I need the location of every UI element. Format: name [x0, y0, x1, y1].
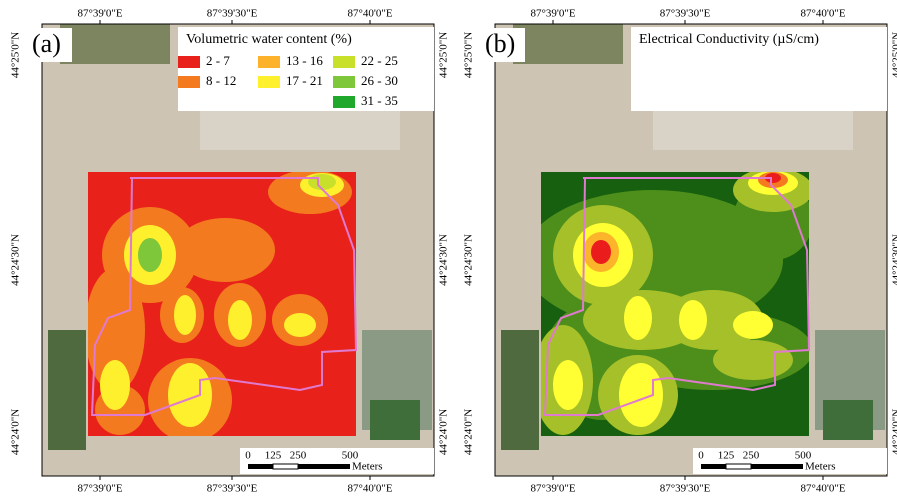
- field-zone: [175, 218, 275, 282]
- right-tick-label: 44°24'30"N: [438, 234, 450, 286]
- field-zone: [284, 313, 316, 337]
- imagery-patch: [513, 24, 623, 64]
- top-tick-label: 87°39'30"E: [660, 8, 711, 20]
- scale-seg: [701, 464, 726, 469]
- left-tick-label: 44°24'30"N: [463, 234, 475, 286]
- bottom-tick-label: 87°39'30"E: [660, 483, 711, 495]
- bottom-tick-label: 87°39'0"E: [77, 483, 122, 495]
- legend-title: Volumetric water content (%): [186, 32, 352, 47]
- legend-label: 17 - 21: [286, 73, 323, 88]
- field-zone: [100, 360, 130, 410]
- scale-label: 250: [743, 450, 760, 462]
- field-zone: [713, 340, 793, 380]
- field-zone: [553, 360, 583, 410]
- scale-seg: [751, 464, 803, 469]
- legend-label: 2 - 7: [206, 53, 230, 68]
- field-zone: [168, 363, 212, 427]
- left-tick-label: 44°24'0"N: [463, 409, 475, 455]
- bottom-tick-label: 87°39'30"E: [207, 483, 258, 495]
- legend-swatch: [258, 56, 280, 68]
- scale-seg: [726, 464, 751, 469]
- bottom-tick-label: 87°40'0"E: [347, 483, 392, 495]
- legend-swatch: [258, 76, 280, 88]
- top-tick-label: 87°39'30"E: [207, 8, 258, 20]
- interpolation: [523, 168, 813, 436]
- legend-title: Electrical Conductivity (µS/cm): [639, 32, 819, 47]
- panel-label: (b): [485, 29, 515, 58]
- legend-swatch: [333, 96, 355, 108]
- left-tick-label: 44°25'0"N: [463, 32, 475, 78]
- legend-swatch: [333, 76, 355, 88]
- top-tick-label: 87°40'0"E: [347, 8, 392, 20]
- top-tick-label: 87°40'0"E: [800, 8, 845, 20]
- bottom-tick-label: 87°39'0"E: [530, 483, 575, 495]
- legend-swatch: [178, 76, 200, 88]
- imagery-patch: [501, 330, 539, 450]
- right-tick-label: 44°24'0"N: [891, 409, 897, 455]
- top-tick-label: 87°39'0"E: [77, 8, 122, 20]
- legend-swatch: [178, 56, 200, 68]
- scale-label: 125: [718, 450, 735, 462]
- top-tick-label: 87°39'0"E: [530, 8, 575, 20]
- scale-unit: Meters: [805, 461, 836, 473]
- field-zone: [591, 240, 611, 264]
- imagery-patch: [823, 400, 873, 440]
- legend-label: 22 - 25: [361, 53, 398, 68]
- legend-label: 8 - 12: [206, 73, 236, 88]
- imagery-patch: [48, 330, 86, 450]
- field-zone: [174, 295, 196, 335]
- scale-label: 250: [290, 450, 307, 462]
- scale-seg: [273, 464, 298, 469]
- legend-label: 31 - 35: [361, 93, 398, 108]
- left-tick-label: 44°24'30"N: [10, 234, 22, 286]
- scale-unit: Meters: [352, 461, 383, 473]
- right-tick-label: 44°25'0"N: [891, 32, 897, 78]
- left-tick-label: 44°24'0"N: [10, 409, 22, 455]
- scale-seg: [298, 464, 350, 469]
- legend-swatch: [333, 56, 355, 68]
- right-tick-label: 44°25'0"N: [438, 32, 450, 78]
- left-tick-label: 44°25'0"N: [10, 32, 22, 78]
- scale-seg: [248, 464, 273, 469]
- field-zone: [228, 300, 252, 340]
- field-zone: [138, 238, 162, 272]
- imagery-patch: [370, 400, 420, 440]
- scale-label: 125: [265, 450, 282, 462]
- scale-label: 0: [698, 450, 704, 462]
- right-tick-label: 44°24'0"N: [438, 409, 450, 455]
- figure: (a)N87°39'0"E87°39'0"E87°39'30"E87°39'30…: [0, 0, 897, 498]
- right-tick-label: 44°24'30"N: [891, 234, 897, 286]
- bottom-tick-label: 87°40'0"E: [800, 483, 845, 495]
- field-zone: [619, 363, 663, 427]
- scale-label: 0: [245, 450, 251, 462]
- field-zone: [679, 300, 707, 340]
- imagery-patch: [60, 24, 170, 64]
- field-zone: [733, 311, 773, 339]
- interpolation: [85, 170, 356, 442]
- field-zone: [624, 296, 652, 340]
- legend-label: 26 - 30: [361, 73, 398, 88]
- legend: Volumetric water content (%) 2 - 7 8 - 12 1…: [178, 27, 434, 111]
- legend-label: 13 - 16: [286, 53, 323, 68]
- panel-label: (a): [32, 29, 61, 58]
